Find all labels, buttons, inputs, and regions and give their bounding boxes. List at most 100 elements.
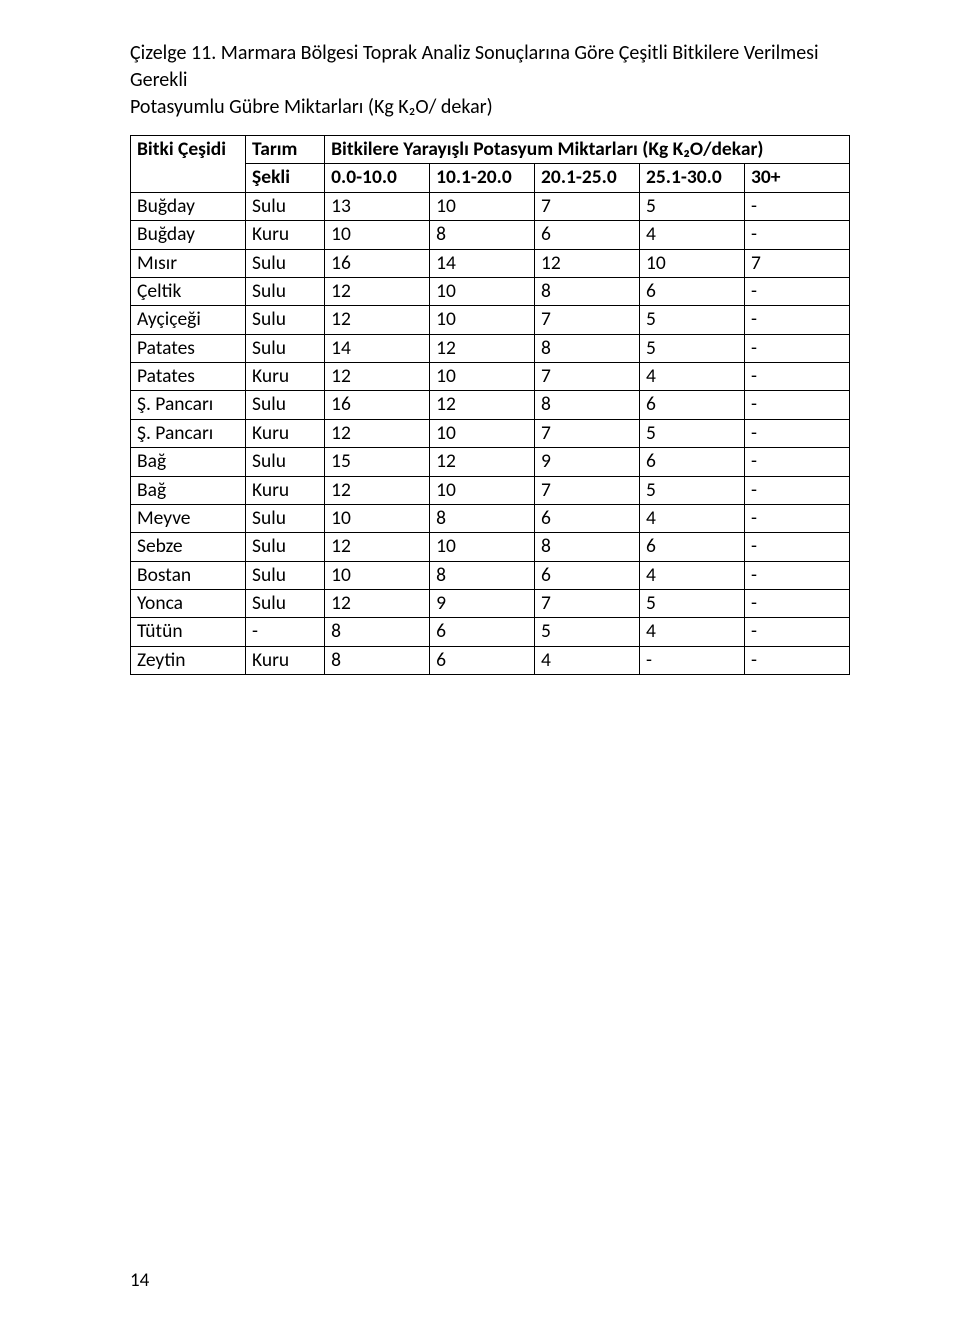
cell-value: 7 bbox=[744, 249, 849, 277]
cell-value: 7 bbox=[535, 476, 640, 504]
cell-value: 8 bbox=[325, 646, 430, 674]
cell-value: 5 bbox=[640, 334, 745, 362]
table-row: BağKuru121075- bbox=[131, 476, 850, 504]
page-container: Çizelge 11. Marmara Bölgesi Toprak Anali… bbox=[0, 0, 960, 1344]
cell-value: - bbox=[744, 306, 849, 334]
cell-value: 12 bbox=[430, 448, 535, 476]
cell-value: 6 bbox=[430, 646, 535, 674]
cell-value: 15 bbox=[325, 448, 430, 476]
page-number: 14 bbox=[130, 1269, 149, 1292]
cell-value: 5 bbox=[535, 618, 640, 646]
cell-crop: Meyve bbox=[131, 504, 246, 532]
table-row: BuğdaySulu131075- bbox=[131, 192, 850, 220]
cell-value: 5 bbox=[640, 306, 745, 334]
cell-value: 4 bbox=[640, 561, 745, 589]
cell-value: 5 bbox=[640, 590, 745, 618]
table-row: MeyveSulu10864- bbox=[131, 504, 850, 532]
cell-crop: Bağ bbox=[131, 448, 246, 476]
cell-value: - bbox=[744, 419, 849, 447]
cell-value: 5 bbox=[640, 419, 745, 447]
cell-value: 12 bbox=[430, 391, 535, 419]
cell-value: 10 bbox=[325, 561, 430, 589]
cell-crop: Patates bbox=[131, 363, 246, 391]
cell-value: 4 bbox=[535, 646, 640, 674]
cell-value: - bbox=[744, 277, 849, 305]
cell-mode: Sulu bbox=[246, 306, 325, 334]
cell-value: 12 bbox=[325, 306, 430, 334]
cell-value: 16 bbox=[325, 249, 430, 277]
cell-mode: Sulu bbox=[246, 334, 325, 362]
table-head: Bitki Çeşidi Tarım Bitkilere Yarayışlı P… bbox=[131, 136, 850, 193]
table-row: BuğdayKuru10864- bbox=[131, 221, 850, 249]
cell-mode: Sulu bbox=[246, 590, 325, 618]
cell-value: 10 bbox=[430, 476, 535, 504]
cell-value: 10 bbox=[430, 533, 535, 561]
table-caption: Çizelge 11. Marmara Bölgesi Toprak Anali… bbox=[130, 40, 850, 121]
cell-crop: Zeytin bbox=[131, 646, 246, 674]
col-header-mode-line2: Şekli bbox=[246, 164, 325, 192]
cell-value: 10 bbox=[430, 419, 535, 447]
table-row: ÇeltikSulu121086- bbox=[131, 277, 850, 305]
table-row: Ş. PancarıKuru121075- bbox=[131, 419, 850, 447]
cell-value: 8 bbox=[430, 561, 535, 589]
cell-crop: Ş. Pancarı bbox=[131, 419, 246, 447]
cell-value: 12 bbox=[325, 419, 430, 447]
cell-value: 8 bbox=[535, 533, 640, 561]
cell-crop: Buğday bbox=[131, 221, 246, 249]
cell-mode: Sulu bbox=[246, 249, 325, 277]
col-header-range-4: 30+ bbox=[744, 164, 849, 192]
cell-value: 8 bbox=[430, 221, 535, 249]
cell-value: - bbox=[744, 646, 849, 674]
cell-value: - bbox=[744, 363, 849, 391]
cell-value: 7 bbox=[535, 363, 640, 391]
cell-value: 12 bbox=[325, 590, 430, 618]
cell-mode: Kuru bbox=[246, 363, 325, 391]
cell-value: 6 bbox=[535, 561, 640, 589]
col-header-crop: Bitki Çeşidi bbox=[131, 136, 246, 193]
table-body: BuğdaySulu131075-BuğdayKuru10864-MısırSu… bbox=[131, 192, 850, 674]
cell-value: 10 bbox=[640, 249, 745, 277]
table-row: ZeytinKuru864-- bbox=[131, 646, 850, 674]
cell-crop: Buğday bbox=[131, 192, 246, 220]
cell-value: 6 bbox=[640, 277, 745, 305]
cell-value: 12 bbox=[535, 249, 640, 277]
cell-value: 8 bbox=[325, 618, 430, 646]
cell-mode: Sulu bbox=[246, 391, 325, 419]
cell-value: 10 bbox=[325, 221, 430, 249]
cell-value: 10 bbox=[430, 306, 535, 334]
cell-value: 4 bbox=[640, 221, 745, 249]
cell-value: 12 bbox=[325, 277, 430, 305]
cell-crop: Tütün bbox=[131, 618, 246, 646]
cell-value: 7 bbox=[535, 590, 640, 618]
cell-value: 4 bbox=[640, 363, 745, 391]
cell-value: 8 bbox=[535, 334, 640, 362]
cell-value: 10 bbox=[430, 277, 535, 305]
cell-crop: Çeltik bbox=[131, 277, 246, 305]
cell-value: 6 bbox=[535, 221, 640, 249]
table-row: BağSulu151296- bbox=[131, 448, 850, 476]
cell-value: 9 bbox=[430, 590, 535, 618]
cell-value: 7 bbox=[535, 419, 640, 447]
cell-value: 12 bbox=[325, 533, 430, 561]
cell-value: - bbox=[744, 192, 849, 220]
cell-value: 6 bbox=[640, 391, 745, 419]
cell-value: 16 bbox=[325, 391, 430, 419]
cell-value: 12 bbox=[325, 363, 430, 391]
cell-crop: Bağ bbox=[131, 476, 246, 504]
cell-crop: Patates bbox=[131, 334, 246, 362]
cell-value: 8 bbox=[430, 504, 535, 532]
table-row: YoncaSulu12975- bbox=[131, 590, 850, 618]
cell-value: 6 bbox=[535, 504, 640, 532]
cell-crop: Mısır bbox=[131, 249, 246, 277]
cell-value: - bbox=[744, 221, 849, 249]
table-head-row-1: Bitki Çeşidi Tarım Bitkilere Yarayışlı P… bbox=[131, 136, 850, 164]
cell-value: - bbox=[744, 448, 849, 476]
cell-value: 13 bbox=[325, 192, 430, 220]
table-row: Ş. PancarıSulu161286- bbox=[131, 391, 850, 419]
caption-line-2: Potasyumlu Gübre Miktarları (Kg K₂O/ dek… bbox=[130, 95, 493, 119]
cell-value: 6 bbox=[430, 618, 535, 646]
cell-value: 14 bbox=[325, 334, 430, 362]
cell-value: - bbox=[744, 476, 849, 504]
cell-value: - bbox=[744, 391, 849, 419]
cell-value: 5 bbox=[640, 192, 745, 220]
